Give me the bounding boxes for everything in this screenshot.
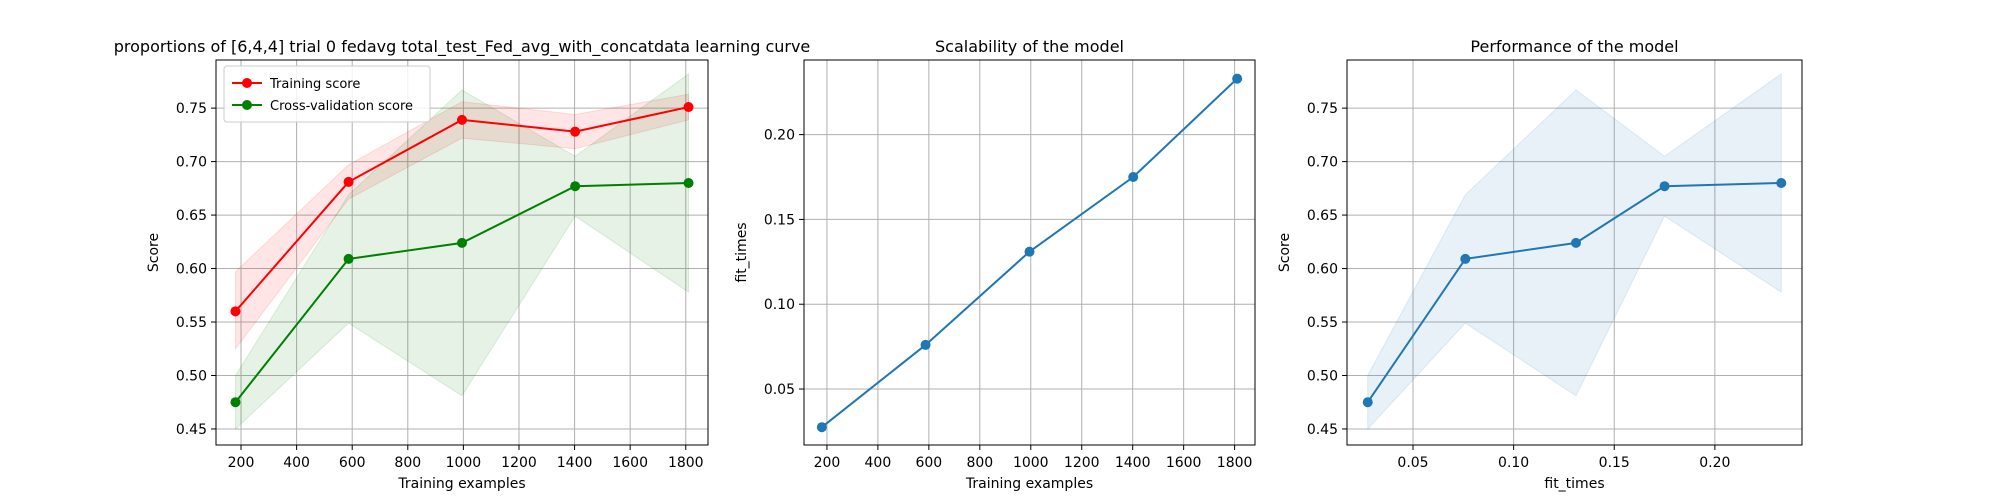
x-tick-label: 1400 bbox=[1115, 455, 1151, 471]
x-tick-label: 0.15 bbox=[1599, 455, 1630, 471]
axes-frame bbox=[1346, 59, 1803, 446]
data-point bbox=[1232, 73, 1243, 84]
data-point bbox=[1128, 172, 1139, 183]
data-point bbox=[1571, 237, 1582, 248]
data-point bbox=[1460, 253, 1471, 264]
y-tick-label: 0.55 bbox=[1307, 315, 1338, 331]
y-tick-label: 0.15 bbox=[764, 212, 795, 228]
x-axis-label: Training examples bbox=[965, 476, 1093, 492]
x-tick-label: 1600 bbox=[612, 455, 648, 471]
y-tick-label: 0.50 bbox=[1307, 368, 1338, 384]
legend-label: Cross-validation score bbox=[270, 99, 413, 114]
x-tick-label: 1200 bbox=[1064, 455, 1100, 471]
legend-box bbox=[223, 65, 431, 123]
x-tick-label: 1000 bbox=[1013, 455, 1049, 471]
chart-2: 200 400 600 800 1000 1200 1400 1600 1800 0.05 0.10… bbox=[734, 37, 1256, 492]
x-tick-label: 200 bbox=[814, 455, 841, 471]
band-2 bbox=[234, 72, 690, 431]
legend-marker bbox=[242, 100, 252, 110]
y-axis-label: fit_times bbox=[734, 222, 750, 282]
grid bbox=[1347, 60, 1802, 445]
data-point bbox=[457, 237, 467, 248]
y-tick-label: 0.20 bbox=[764, 128, 795, 144]
band-1 bbox=[234, 93, 690, 351]
x-tick-label: 200 bbox=[228, 455, 255, 471]
y-axis-label: Score bbox=[1277, 233, 1293, 272]
data-point bbox=[343, 253, 354, 264]
y-axis-label: Score bbox=[146, 233, 162, 272]
y-tick-label: 0.60 bbox=[176, 262, 207, 278]
y-tick-label: 0.45 bbox=[176, 422, 207, 438]
axes-frame bbox=[803, 59, 1256, 446]
y-tick-label: 0.05 bbox=[764, 382, 795, 398]
data-point bbox=[683, 177, 694, 188]
chart-1: 200 400 600 800 1000 1200 1400 1600 1800 0.45 0.50… bbox=[114, 37, 811, 492]
data-point bbox=[816, 422, 827, 433]
x-axis-label: Training examples bbox=[397, 476, 525, 492]
x-tick-label: 1400 bbox=[557, 455, 593, 471]
x-tick-label: 1800 bbox=[668, 455, 704, 471]
chart-title: Scalability of the model bbox=[935, 37, 1124, 56]
y-tick-label: 0.50 bbox=[176, 368, 207, 384]
grid bbox=[804, 60, 1255, 445]
data-point bbox=[570, 181, 581, 192]
data-point bbox=[457, 114, 467, 125]
data-point bbox=[343, 176, 354, 187]
chart-title: Performance of the model bbox=[1470, 37, 1678, 56]
x-tick-label: 1200 bbox=[501, 455, 537, 471]
data-point bbox=[570, 126, 581, 137]
chart-3: 0.05 0.10 0.15 0.20 0.45 0.50 0.55 0.60 0.65 0.70… bbox=[1277, 37, 1803, 492]
data-point bbox=[1024, 246, 1035, 257]
x-tick-label: 800 bbox=[966, 455, 993, 471]
data-point bbox=[230, 397, 241, 408]
x-tick-label: 400 bbox=[865, 455, 892, 471]
data-point bbox=[1776, 177, 1787, 188]
y-tick-label: 0.60 bbox=[1307, 262, 1338, 278]
x-tick-label: 0.05 bbox=[1397, 455, 1428, 471]
x-axis-label: fit_times bbox=[1544, 476, 1604, 492]
y-tick-label: 0.75 bbox=[176, 101, 207, 117]
data-point bbox=[1659, 181, 1670, 192]
x-tick-label: 1000 bbox=[446, 455, 482, 471]
data-point bbox=[230, 306, 241, 317]
data-point bbox=[1362, 397, 1373, 408]
x-tick-label: 600 bbox=[339, 455, 366, 471]
y-tick-label: 0.65 bbox=[1307, 208, 1338, 224]
axes-frame bbox=[215, 59, 709, 446]
band-1 bbox=[1367, 72, 1782, 431]
legend-marker bbox=[242, 78, 252, 88]
y-tick-label: 0.10 bbox=[764, 297, 795, 313]
legend: Training score Cross-validation score bbox=[223, 65, 431, 123]
chart-title: proportions of [6,4,4] trial 0 fedavg to… bbox=[114, 37, 811, 57]
x-tick-label: 1600 bbox=[1166, 455, 1202, 471]
x-tick-label: 0.20 bbox=[1699, 455, 1730, 471]
y-tick-label: 0.65 bbox=[176, 208, 207, 224]
data-point bbox=[920, 339, 931, 350]
x-tick-label: 400 bbox=[283, 455, 310, 471]
x-tick-label: 1800 bbox=[1217, 455, 1253, 471]
x-tick-label: 600 bbox=[915, 455, 942, 471]
x-tick-label: 0.10 bbox=[1498, 455, 1529, 471]
y-tick-label: 0.75 bbox=[1307, 101, 1338, 117]
x-tick-label: 800 bbox=[394, 455, 421, 471]
y-tick-label: 0.70 bbox=[1307, 155, 1338, 171]
y-tick-label: 0.55 bbox=[176, 315, 207, 331]
y-tick-label: 0.70 bbox=[176, 155, 207, 171]
legend-label: Training score bbox=[269, 77, 360, 92]
y-tick-label: 0.45 bbox=[1307, 422, 1338, 438]
data-point bbox=[683, 102, 694, 113]
